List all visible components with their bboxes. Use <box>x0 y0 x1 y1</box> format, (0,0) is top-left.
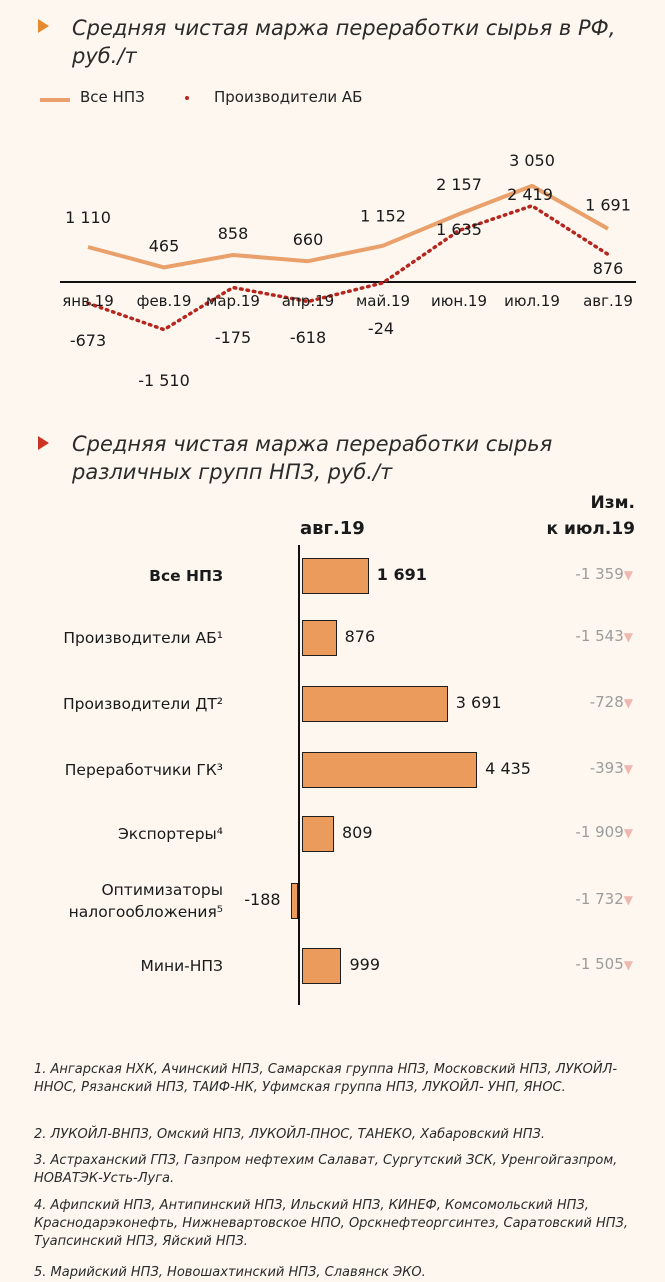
down-triangle-icon: ▼ <box>623 762 633 776</box>
down-triangle-icon: ▼ <box>623 568 633 582</box>
footnote-3: 3. Астраханский ГПЗ, Газпром нефтехим Са… <box>34 1153 618 1186</box>
data-label-all: 465 <box>149 236 180 255</box>
x-tick-label: июл.19 <box>504 292 560 310</box>
change-value-text: -1 909 <box>575 823 624 841</box>
x-tick-label: янв.19 <box>62 292 114 310</box>
title-arrow-icon-2 <box>38 436 49 450</box>
category-label-line: Переработчики ГК³ <box>64 761 223 779</box>
data-label-ab: -1 510 <box>138 371 190 390</box>
bar <box>290 883 298 919</box>
category-label: Оптимизаторы налогообложения⁵ <box>69 879 223 923</box>
category-label-line: Экспортеры⁴ <box>117 825 223 843</box>
bar <box>302 948 342 984</box>
bar-value-label: 999 <box>349 955 380 974</box>
category-label: Экспортеры⁴ <box>118 823 223 845</box>
change-header-line1: Изм. <box>590 493 635 513</box>
bar-value-label: -188 <box>244 890 281 909</box>
bar <box>302 620 337 656</box>
data-label-all: 2 157 <box>436 175 482 194</box>
down-triangle-icon: ▼ <box>623 893 633 907</box>
series-line-ab <box>86 204 610 332</box>
data-label-ab: -618 <box>290 328 326 347</box>
data-label-all: 3 050 <box>509 151 555 170</box>
change-value: -1 909▼ <box>575 823 633 841</box>
bar <box>302 686 448 722</box>
change-value: -1 732▼ <box>575 890 633 908</box>
bar <box>302 816 334 852</box>
legend-dots-ab <box>185 96 189 100</box>
bar <box>302 752 478 788</box>
data-label-all: 1 110 <box>65 208 111 227</box>
category-label-line: Все НПЗ <box>149 567 223 585</box>
bar-value-label: 876 <box>344 627 376 646</box>
bar-value-label: 4 435 <box>485 759 531 778</box>
legend-label-ab: Производители АБ <box>214 88 363 106</box>
down-triangle-icon: ▼ <box>623 696 633 710</box>
category-label-line: Мини-НПЗ <box>140 957 224 975</box>
change-value: -1 543▼ <box>575 627 633 645</box>
legend-label-all: Все НПЗ <box>80 88 145 106</box>
bar <box>302 558 369 594</box>
series-line-all <box>87 183 609 270</box>
data-label-ab: -24 <box>368 319 394 338</box>
x-tick-label: мар.19 <box>206 292 260 310</box>
data-label-all: 1 691 <box>585 196 631 215</box>
x-tick-label: авг.19 <box>583 292 633 310</box>
change-value-text: -393 <box>589 759 624 777</box>
x-tick-label: апр.19 <box>282 292 334 310</box>
footnote-4: 4. Афипский НПЗ, Антипинский НПЗ, Ильски… <box>34 1198 628 1249</box>
x-tick-label: май.19 <box>356 292 410 310</box>
down-triangle-icon: ▼ <box>623 826 633 840</box>
chart2-title: Средняя чистая маржа переработки сырья р… <box>72 432 553 484</box>
change-value-text: -1 543 <box>575 627 624 645</box>
category-label: Переработчики ГК³ <box>65 759 223 781</box>
footnote-2: 2. ЛУКОЙЛ-ВНПЗ, Омский НПЗ, ЛУКОЙЛ-ПНОС,… <box>34 1127 545 1142</box>
change-header-line2: к июл.19 <box>546 519 635 539</box>
footnote-5: 5. Марийский НПЗ, Новошахтинский НПЗ, Сл… <box>34 1265 426 1280</box>
footnote-1: 1. Ангарская НХК, Ачинский НПЗ, Самарска… <box>34 1062 618 1095</box>
change-value-text: -1 732 <box>575 890 624 908</box>
chart1-title: Средняя чистая маржа переработки сырья в… <box>72 16 616 68</box>
change-value-text: -1 505 <box>575 955 624 973</box>
data-label-ab: 1 635 <box>436 220 482 239</box>
data-label-ab: -175 <box>215 328 251 347</box>
change-value-text: -1 359 <box>575 565 624 583</box>
down-triangle-icon: ▼ <box>623 958 633 972</box>
data-label-ab: 2 419 <box>507 185 553 204</box>
category-label-line: Производители АБ¹ <box>63 629 223 647</box>
change-value: -393▼ <box>590 759 633 777</box>
x-tick-label: июн.19 <box>431 292 487 310</box>
change-header: Изм. к июл.19 <box>547 490 635 542</box>
data-label-all: 1 152 <box>360 207 406 226</box>
change-value: -728▼ <box>590 693 633 711</box>
line-chart: янв.19 фев.19 мар.19 апр.19 май.19 июн.19 июл.… <box>60 151 636 390</box>
bar-axis <box>298 545 300 1005</box>
category-label-line: Производители ДТ² <box>63 695 223 713</box>
data-label-all: 858 <box>218 224 249 243</box>
change-value: -1 505▼ <box>575 955 633 973</box>
column-header-period: авг.19 <box>300 518 365 539</box>
category-label-line: налогообложения⁵ <box>68 903 223 921</box>
title-arrow-icon <box>38 19 49 33</box>
category-label: Производители ДТ² <box>63 693 223 715</box>
legend-line-all <box>40 98 70 102</box>
data-label-ab: 876 <box>593 259 624 278</box>
bar-value-label: 809 <box>341 823 373 842</box>
category-label: Все НПЗ <box>149 565 223 587</box>
category-label-line: Оптимизаторы <box>101 881 223 899</box>
down-triangle-icon: ▼ <box>623 630 633 644</box>
change-value: -1 359▼ <box>575 565 633 583</box>
change-value-text: -728 <box>589 693 624 711</box>
category-label: Производители АБ¹ <box>63 627 223 649</box>
bar-value-label: 3 691 <box>455 693 502 712</box>
x-tick-label: фев.19 <box>137 292 192 310</box>
data-label-ab: -673 <box>70 331 106 350</box>
category-label: Мини-НПЗ <box>141 955 224 977</box>
data-label-all: 660 <box>293 230 324 249</box>
bar-value-label: 1 691 <box>376 565 427 584</box>
